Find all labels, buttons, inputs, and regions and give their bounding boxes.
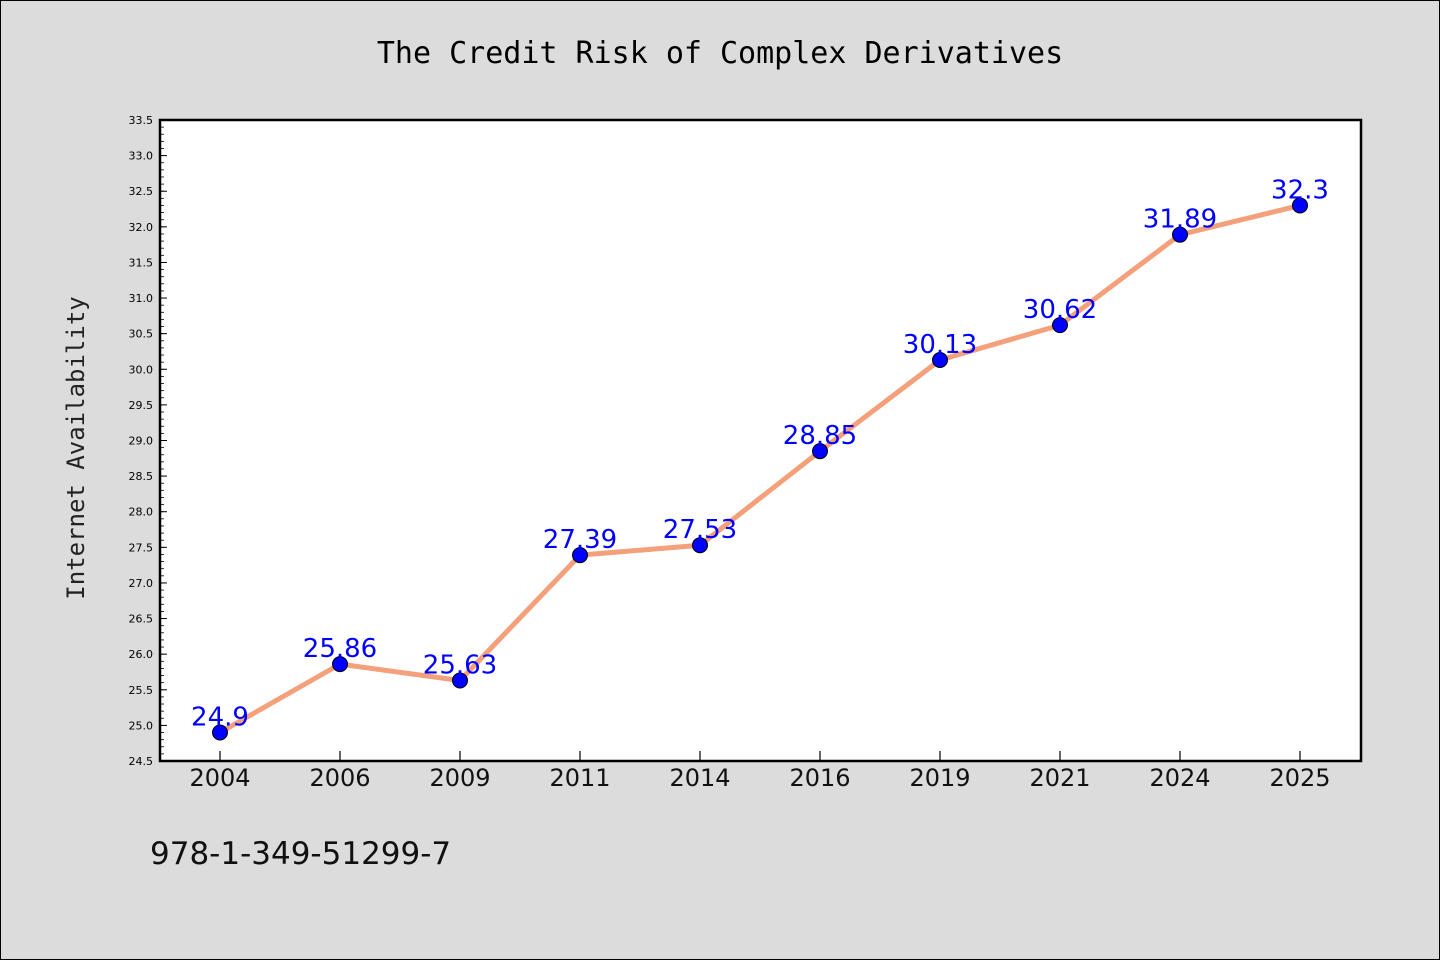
y-tick-label: 30.5 — [129, 328, 154, 341]
data-label: 25.63 — [423, 651, 497, 681]
data-point — [812, 443, 828, 460]
y-tick-label: 24.5 — [129, 755, 154, 768]
y-tick-label: 29.0 — [129, 435, 154, 448]
data-label: 30.13 — [903, 330, 977, 360]
y-tick-label: 25.0 — [129, 719, 154, 732]
x-tick-label: 2011 — [549, 764, 610, 792]
y-tick-label: 29.5 — [129, 399, 154, 412]
y-axis-label: Internet Availability — [62, 296, 90, 599]
y-tick-label: 32.0 — [129, 221, 154, 234]
data-label: 32.3 — [1271, 175, 1329, 205]
data-point — [932, 352, 948, 369]
series-layer: 24.9 25.86 25.63 27.39 27.53 28.85 30.13 30.62 3… — [191, 175, 1329, 741]
data-point — [1172, 226, 1188, 243]
y-axis: 24.5 25.0 25.5 26.0 26.5 27.0 27.5 28.0 28.5 29.0… — [129, 114, 167, 768]
x-tick-label: 2009 — [429, 764, 490, 792]
y-tick-label: 26.0 — [129, 648, 154, 661]
data-point — [1052, 317, 1068, 334]
x-tick-label: 2025 — [1269, 764, 1330, 792]
y-tick-label: 30.0 — [129, 363, 154, 376]
x-tick-label: 2019 — [909, 764, 970, 792]
y-tick-label: 27.0 — [129, 577, 154, 590]
data-point — [692, 537, 708, 554]
y-tick-label: 31.5 — [129, 256, 154, 269]
plot-area — [158, 118, 1363, 763]
x-tick-label: 2021 — [1029, 764, 1090, 792]
data-point — [572, 547, 588, 564]
series-line — [217, 202, 1303, 736]
y-tick-label: 28.0 — [129, 506, 154, 519]
data-label: 24.9 — [191, 703, 249, 733]
x-tick-label: 2014 — [669, 764, 730, 792]
y-tick-label: 26.5 — [129, 613, 154, 626]
data-point — [452, 672, 468, 689]
y-tick-label: 25.5 — [129, 684, 154, 697]
x-axis: 2004 2006 2009 2011 2014 2016 2019 2021 2024 2025 — [189, 751, 1331, 792]
data-label: 31.89 — [1143, 205, 1217, 235]
data-point — [332, 656, 348, 673]
data-label: 27.53 — [663, 515, 737, 545]
data-label: 25.86 — [303, 634, 377, 664]
data-label: 30.62 — [1023, 295, 1097, 325]
x-tick-label: 2004 — [189, 764, 250, 792]
data-point — [212, 724, 228, 741]
data-label: 27.39 — [543, 525, 617, 555]
x-tick-label: 2006 — [309, 764, 370, 792]
data-point — [1292, 197, 1308, 214]
y-tick-label: 32.5 — [129, 185, 154, 198]
isbn-footer-text: 978-1-349-51299-7 — [150, 836, 451, 872]
y-tick-label: 28.5 — [129, 470, 154, 483]
data-label: 28.85 — [783, 421, 857, 451]
x-tick-label: 2024 — [1149, 764, 1210, 792]
y-tick-label: 31.0 — [129, 292, 154, 305]
x-tick-label: 2016 — [789, 764, 850, 792]
chart-title: The Credit Risk of Complex Derivatives — [377, 36, 1063, 71]
y-tick-label: 33.0 — [129, 150, 154, 163]
y-tick-label: 33.5 — [129, 114, 154, 127]
y-tick-label: 27.5 — [129, 541, 154, 554]
